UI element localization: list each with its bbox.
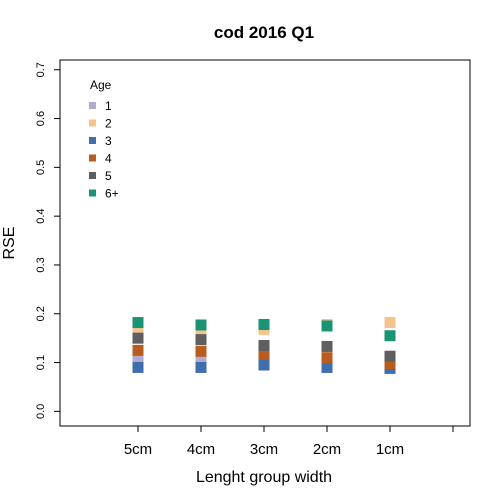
y-tick-label: 0.6 — [35, 111, 47, 126]
legend-label: 2 — [105, 117, 112, 131]
x-axis-label: Lenght group width — [196, 469, 332, 486]
x-tick-label: 3cm — [250, 441, 278, 458]
data-point — [132, 344, 144, 356]
legend-swatch — [89, 172, 96, 179]
data-points — [132, 317, 396, 374]
y-axis: 0.0 0.1 0.2 0.3 0.4 0.5 0.6 0.7 — [35, 62, 60, 419]
data-point — [258, 318, 270, 330]
data-point — [132, 353, 144, 365]
x-tick-label: 4cm — [187, 441, 215, 458]
y-tick-label: 0.4 — [35, 209, 47, 224]
data-point — [195, 319, 207, 331]
plot-frame — [59, 59, 471, 427]
legend-swatch — [89, 102, 96, 109]
data-point — [195, 353, 207, 365]
data-point — [195, 326, 207, 338]
data-point — [132, 361, 144, 373]
data-point — [195, 361, 207, 373]
legend-label: 6+ — [105, 187, 119, 201]
legend-swatch — [89, 137, 96, 144]
legend: Age 1 2 3 4 5 6+ — [89, 78, 119, 201]
legend-label: 3 — [105, 134, 112, 148]
y-tick-label: 0.7 — [35, 62, 47, 77]
data-point — [258, 359, 270, 371]
x-tick-label: 2cm — [313, 441, 341, 458]
data-point — [384, 330, 396, 342]
data-point — [195, 345, 207, 357]
y-tick-label: 0.5 — [35, 160, 47, 175]
data-point — [258, 348, 270, 360]
legend-swatch — [89, 119, 96, 127]
data-point — [321, 352, 333, 364]
data-point — [321, 361, 333, 373]
legend-label: 4 — [105, 152, 112, 166]
data-point — [132, 317, 144, 329]
x-tick-label: 5cm — [124, 441, 152, 458]
data-point — [258, 339, 270, 351]
legend-swatch — [89, 189, 96, 197]
legend-label: 5 — [105, 169, 112, 183]
legend-label: 1 — [105, 99, 112, 113]
x-tick-label: 1cm — [376, 441, 404, 458]
legend-swatch — [89, 154, 96, 162]
data-point — [195, 334, 207, 346]
data-point — [384, 358, 396, 370]
legend-title: Age — [90, 78, 112, 92]
y-tick-label: 0.0 — [35, 404, 47, 419]
y-tick-label: 0.3 — [35, 257, 47, 272]
data-point — [384, 350, 396, 362]
y-axis-label: RSE — [1, 227, 18, 260]
y-tick-label: 0.1 — [35, 355, 47, 370]
data-point — [321, 340, 333, 352]
data-point — [132, 324, 144, 336]
y-tick-label: 0.2 — [35, 306, 47, 321]
data-point — [321, 320, 333, 332]
x-axis: 5cm 4cm 3cm 2cm 1cm — [124, 426, 454, 458]
chart-title: cod 2016 Q1 — [214, 23, 314, 42]
data-point — [132, 332, 144, 344]
data-point — [384, 317, 396, 329]
